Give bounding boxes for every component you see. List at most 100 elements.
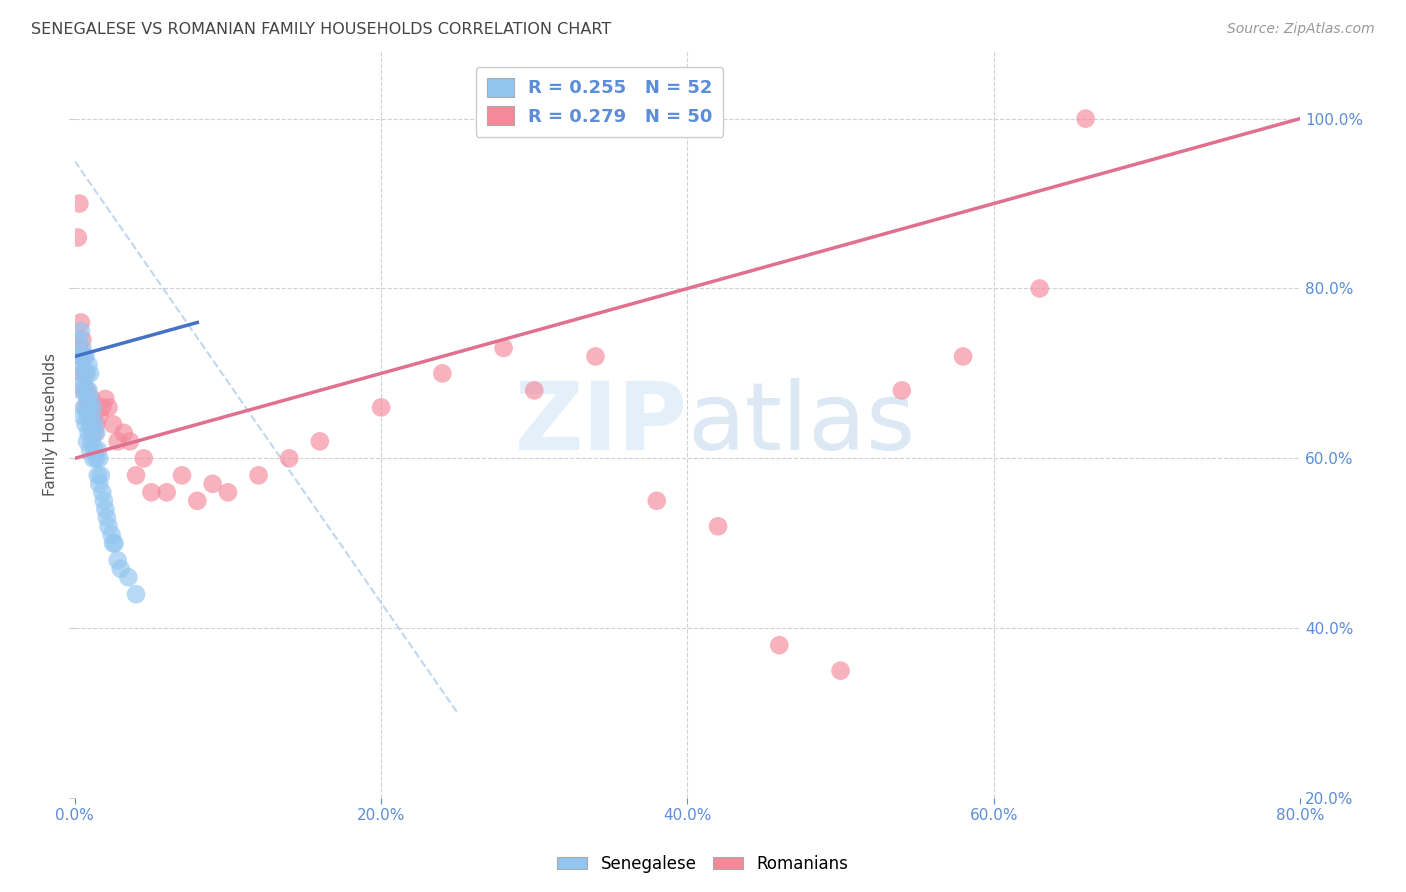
Point [80,409,103,423]
Point [83,425,105,440]
Point [75,384,97,398]
Point [70,324,93,338]
Point [77,384,100,398]
Point [84,417,107,432]
Point [66,230,89,244]
Point [94,502,117,516]
Point [890,384,912,398]
Point [492,341,515,355]
Point [101,417,124,432]
Point [77,425,100,440]
Point [432,367,454,381]
Legend: Senegalese, Romanians: Senegalese, Romanians [551,848,855,880]
Point [112,425,135,440]
Point [77,401,100,415]
Point [91,485,114,500]
Point [72,333,94,347]
Point [76,367,98,381]
Point [952,350,974,364]
Point [73,350,96,364]
Point [72,409,94,423]
Point [72,367,94,381]
Text: atlas: atlas [688,378,915,470]
Point [75,350,97,364]
Point [117,570,139,584]
Point [72,341,94,355]
Point [89,451,111,466]
Point [80,434,103,449]
Point [118,434,141,449]
Point [77,358,100,372]
Point [132,451,155,466]
Point [72,367,94,381]
Point [76,392,98,406]
Legend: R = 0.255   N = 52, R = 0.279   N = 50: R = 0.255 N = 52, R = 0.279 N = 50 [475,67,724,136]
Point [125,587,148,601]
Point [67,333,90,347]
Point [73,401,96,415]
Point [83,442,105,457]
Point [186,493,208,508]
Point [67,196,90,211]
Point [107,553,129,567]
Point [170,468,193,483]
Point [79,392,101,406]
Point [84,451,107,466]
Point [70,358,93,372]
Point [87,468,110,483]
Point [73,375,96,389]
Point [585,350,607,364]
Point [79,409,101,423]
Point [830,664,852,678]
Point [96,510,118,524]
Point [70,315,93,329]
Point [156,485,179,500]
Point [82,401,104,415]
Point [101,536,124,550]
Point [70,350,93,364]
Point [370,401,392,415]
Point [79,417,101,432]
Point [89,476,111,491]
Point [91,401,114,415]
Point [77,401,100,415]
Point [67,341,90,355]
Point [97,401,120,415]
Text: SENEGALESE VS ROMANIAN FAMILY HOUSEHOLDS CORRELATION CHART: SENEGALESE VS ROMANIAN FAMILY HOUSEHOLDS… [31,22,612,37]
Point [94,392,117,406]
Point [523,384,546,398]
Point [79,367,101,381]
Point [67,350,90,364]
Point [73,384,96,398]
Point [217,485,239,500]
Y-axis label: Family Households: Family Households [44,353,58,496]
Point [89,409,111,423]
Point [76,434,98,449]
Point [97,519,120,533]
Point [75,367,97,381]
Point [104,536,127,550]
Point [84,425,107,440]
Point [83,417,105,432]
Point [93,493,115,508]
Point [1074,112,1097,126]
Point [308,434,330,449]
Point [76,384,98,398]
Point [79,442,101,457]
Point [201,476,224,491]
Point [768,638,790,652]
Text: ZIP: ZIP [515,378,688,470]
Point [80,392,103,406]
Point [645,493,668,508]
Point [73,350,96,364]
Point [87,442,110,457]
Point [76,409,98,423]
Text: Source: ZipAtlas.com: Source: ZipAtlas.com [1227,22,1375,37]
Point [82,451,104,466]
Point [110,562,132,576]
Point [107,434,129,449]
Point [278,451,301,466]
Point [90,468,112,483]
Point [82,409,104,423]
Point [247,468,270,483]
